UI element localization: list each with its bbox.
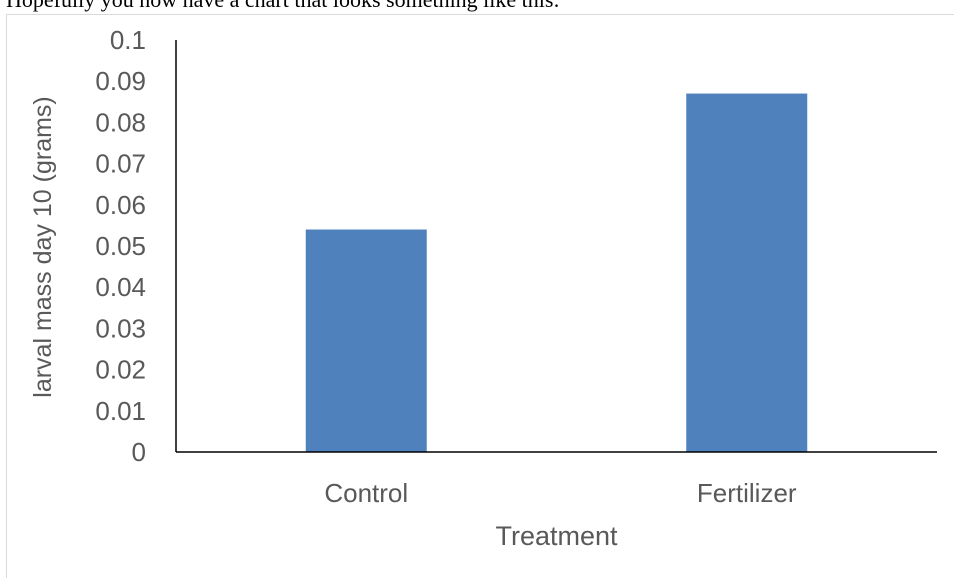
bar-control (305, 229, 427, 452)
x-tick-label: Control (324, 478, 408, 508)
y-tick-label: 0.07 (95, 149, 146, 179)
y-tick-label: 0.04 (95, 272, 146, 302)
x-tick-label: Fertilizer (697, 478, 797, 508)
document-text: Hopefully you now have a chart that look… (6, 0, 956, 13)
y-tick-label: 0 (132, 437, 146, 467)
y-tick-label: 0.05 (95, 231, 146, 261)
x-axis-label: Treatment (495, 521, 618, 551)
bar-fertilizer (686, 93, 808, 452)
y-tick-label: 0.03 (95, 313, 146, 343)
y-tick-label: 0.02 (95, 355, 146, 385)
chart-frame (6, 14, 954, 578)
y-axis-label: larval mass day 10 (grams) (29, 96, 57, 397)
y-tick-label: 0.01 (95, 396, 146, 426)
y-tick-label: 0.06 (95, 190, 146, 220)
y-tick-label: 0.1 (110, 25, 146, 55)
y-tick-label: 0.09 (95, 66, 146, 96)
y-tick-label: 0.08 (95, 107, 146, 137)
